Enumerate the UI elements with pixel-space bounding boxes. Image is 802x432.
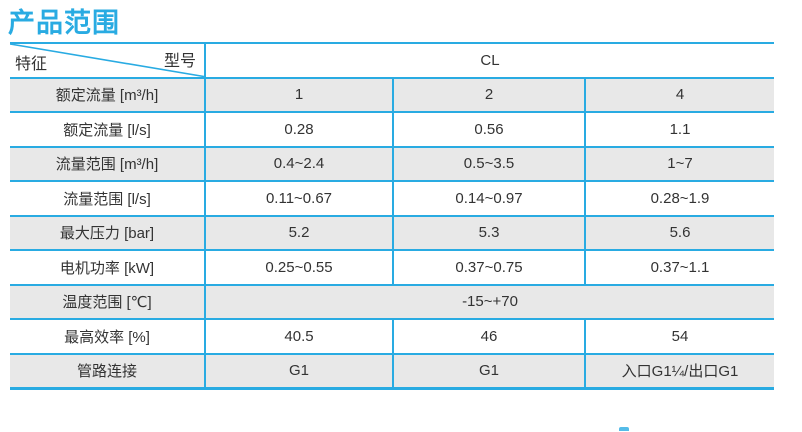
table-row: 电机功率 [kW] 0.25~0.55 0.37~0.75 0.37~1.1 xyxy=(10,249,775,285)
row-label: 温度范围 [℃] xyxy=(10,283,205,319)
cell-value: 1.1 xyxy=(583,111,775,147)
cell-value: 0.5~3.5 xyxy=(392,145,585,181)
cell-value: 0.37~1.1 xyxy=(583,249,775,285)
row-label: 流量范围 [m³/h] xyxy=(10,145,205,181)
table-row: 流量范围 [l/s] 0.11~0.67 0.14~0.97 0.28~1.9 xyxy=(10,180,775,216)
page-title: 产品范围 xyxy=(8,8,120,38)
cell-value: 0.28~1.9 xyxy=(583,180,775,216)
table-row: 额定流量 [m³/h] 1 2 4 xyxy=(10,76,775,112)
cell-value: 40.5 xyxy=(204,318,393,354)
cell-value: 0.25~0.55 xyxy=(204,249,393,285)
product-range-table: 型号 特征 CL 额定流量 [m³/h] 1 2 4 额定流量 [l/s] 0.… xyxy=(10,42,775,390)
cell-value: 0.37~0.75 xyxy=(392,249,585,285)
row-label: 流量范围 [l/s] xyxy=(10,180,205,216)
cell-value: 46 xyxy=(392,318,585,354)
cell-value: 0.14~0.97 xyxy=(392,180,585,216)
table-row: 流量范围 [m³/h] 0.4~2.4 0.5~3.5 1~7 xyxy=(10,145,775,181)
table-row-temperature-span: 温度范围 [℃] -15~+70 xyxy=(10,283,775,319)
table-row: 额定流量 [l/s] 0.28 0.56 1.1 xyxy=(10,111,775,147)
cell-value: 5.3 xyxy=(392,214,585,250)
cell-value: G1 xyxy=(392,352,585,390)
cropped-glyph-artifact xyxy=(619,427,629,431)
cell-value: 0.11~0.67 xyxy=(204,180,393,216)
row-label: 额定流量 [l/s] xyxy=(10,111,205,147)
cell-value: 1~7 xyxy=(583,145,775,181)
cell-value: 54 xyxy=(583,318,775,354)
cell-value: 0.56 xyxy=(392,111,585,147)
cell-value: 1 xyxy=(204,76,393,112)
cell-value: 5.2 xyxy=(204,214,393,250)
table-header-row: 型号 特征 CL xyxy=(10,43,775,78)
row-label: 额定流量 [m³/h] xyxy=(10,76,205,112)
table-row: 最大压力 [bar] 5.2 5.3 5.6 xyxy=(10,214,775,250)
corner-header-cell: 型号 特征 xyxy=(10,43,205,78)
corner-feature-label: 特征 xyxy=(15,55,48,73)
row-label: 最大压力 [bar] xyxy=(10,214,205,250)
cell-value: 入口G1¼/出口G1 xyxy=(583,352,775,390)
corner-model-label: 型号 xyxy=(163,53,196,70)
cell-value: 4 xyxy=(583,76,775,112)
cell-value: 0.4~2.4 xyxy=(204,145,393,181)
row-label: 最高效率 [%] xyxy=(10,318,205,354)
series-header-cell: CL xyxy=(203,43,775,78)
row-label: 电机功率 [kW] xyxy=(10,249,205,285)
cell-value-spanning: -15~+70 xyxy=(203,283,775,319)
table-row: 管路连接 G1 G1 入口G1¼/出口G1 xyxy=(10,352,775,390)
cell-value: 5.6 xyxy=(583,214,775,250)
cell-value: 2 xyxy=(392,76,585,112)
cell-value: G1 xyxy=(204,352,393,390)
row-label: 管路连接 xyxy=(10,352,205,390)
cell-value: 0.28 xyxy=(204,111,393,147)
table-row: 最高效率 [%] 40.5 46 54 xyxy=(10,318,775,354)
diagonal-divider-line xyxy=(10,44,204,77)
